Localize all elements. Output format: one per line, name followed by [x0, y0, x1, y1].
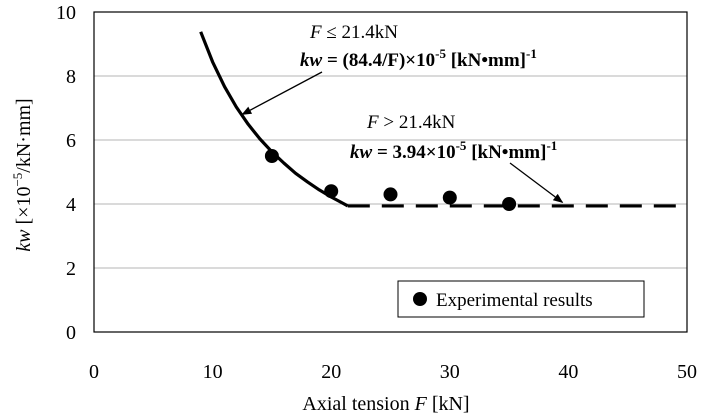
annotation-1-condition: F ≤ 21.4kN: [309, 22, 398, 43]
plot-area-frame: [93, 11, 688, 333]
data-point-5: [502, 197, 517, 211]
data-point-3: [383, 187, 398, 202]
x-tick-label-40: 40: [558, 361, 578, 383]
x-tick-label-10: 10: [203, 361, 223, 383]
legend-label: Experimental results: [436, 290, 593, 311]
x-tick-label-0: 0: [89, 361, 99, 383]
annotation-1-arrow: [241, 71, 323, 115]
x-axis-ticks: 0 10 20 30 40 50: [89, 361, 697, 383]
data-point-2: [324, 184, 339, 199]
x-tick-label-30: 30: [440, 361, 460, 383]
x-tick-label-50: 50: [677, 361, 697, 383]
data-point-1: [264, 149, 279, 163]
experimental-points: [264, 149, 517, 211]
x-tick-label-20: 20: [321, 361, 341, 383]
y-tick-label-10: 10: [56, 2, 76, 24]
gridlines: [94, 75, 687, 269]
legend-marker: [413, 292, 427, 306]
y-tick-label-2: 2: [66, 258, 76, 280]
annotation-1-formula: kw = (84.4/F)×10-5 [kN•mm]-1: [300, 46, 537, 71]
y-tick-label-6: 6: [66, 130, 76, 152]
x-axis-title: Axial tension F [kN]: [302, 393, 469, 415]
annotation-2-condition: F > 21.4kN: [366, 112, 456, 133]
y-axis-title: kw [×10−5/kN·mm]: [10, 98, 35, 251]
legend-box: [397, 280, 645, 318]
y-tick-label-8: 8: [66, 66, 76, 88]
annotation-2-arrow: [509, 162, 564, 204]
y-tick-label-4: 4: [66, 194, 76, 216]
y-axis-ticks: 0 2 4 6 8 10: [56, 2, 76, 344]
data-point-4: [442, 190, 457, 205]
y-tick-label-0: 0: [66, 322, 76, 344]
annotation-2-formula: kw = 3.94×10-5 [kN•mm]-1: [350, 138, 557, 163]
legend: Experimental results: [397, 280, 645, 318]
